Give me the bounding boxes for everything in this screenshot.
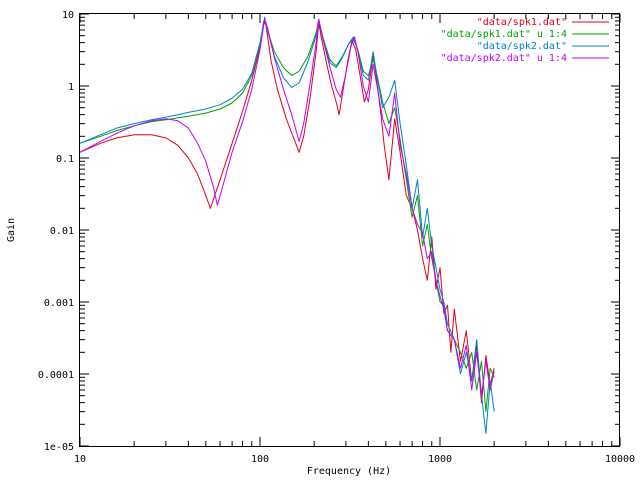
series-line-4 [79, 18, 495, 397]
y-tick-label: 0.01 [50, 226, 74, 237]
x-tick-label: 10 [74, 454, 86, 465]
x-tick-label: 1000 [428, 454, 452, 465]
y-axis-ticks: 10 1 0.1 0.01 0.001 0.0001 1e-05 [38, 10, 620, 453]
x-axis-ticks: 10 100 1000 10000 [74, 14, 635, 465]
legend-entry-label: "data/spk1.dat" [477, 17, 567, 28]
legend: "data/spk1.dat""data/spk1.dat" u 1:4"dat… [441, 17, 609, 64]
x-tick-label: 100 [251, 454, 269, 465]
legend-entry-label: "data/spk2.dat" u 1:4 [441, 53, 567, 64]
y-tick-label: 0.1 [56, 154, 74, 165]
y-tick-label: 0.0001 [38, 370, 74, 381]
x-tick-label: 10000 [605, 454, 635, 465]
y-tick-label: 10 [62, 10, 74, 21]
y-tick-label: 0.001 [44, 298, 74, 309]
legend-entry-label: "data/spk1.dat" u 1:4 [441, 29, 567, 40]
series-line-2 [79, 18, 495, 413]
y-tick-label: 1e-05 [44, 442, 74, 453]
y-axis-label: Gain [6, 218, 17, 242]
x-axis-label: Frequency (Hz) [307, 466, 391, 477]
series-line-1 [79, 20, 495, 404]
legend-entry-label: "data/spk2.dat" [477, 41, 567, 52]
series-line-3 [79, 16, 495, 434]
y-tick-label: 1 [68, 82, 74, 93]
plot-frame [79, 13, 620, 447]
series-layer [79, 16, 495, 434]
